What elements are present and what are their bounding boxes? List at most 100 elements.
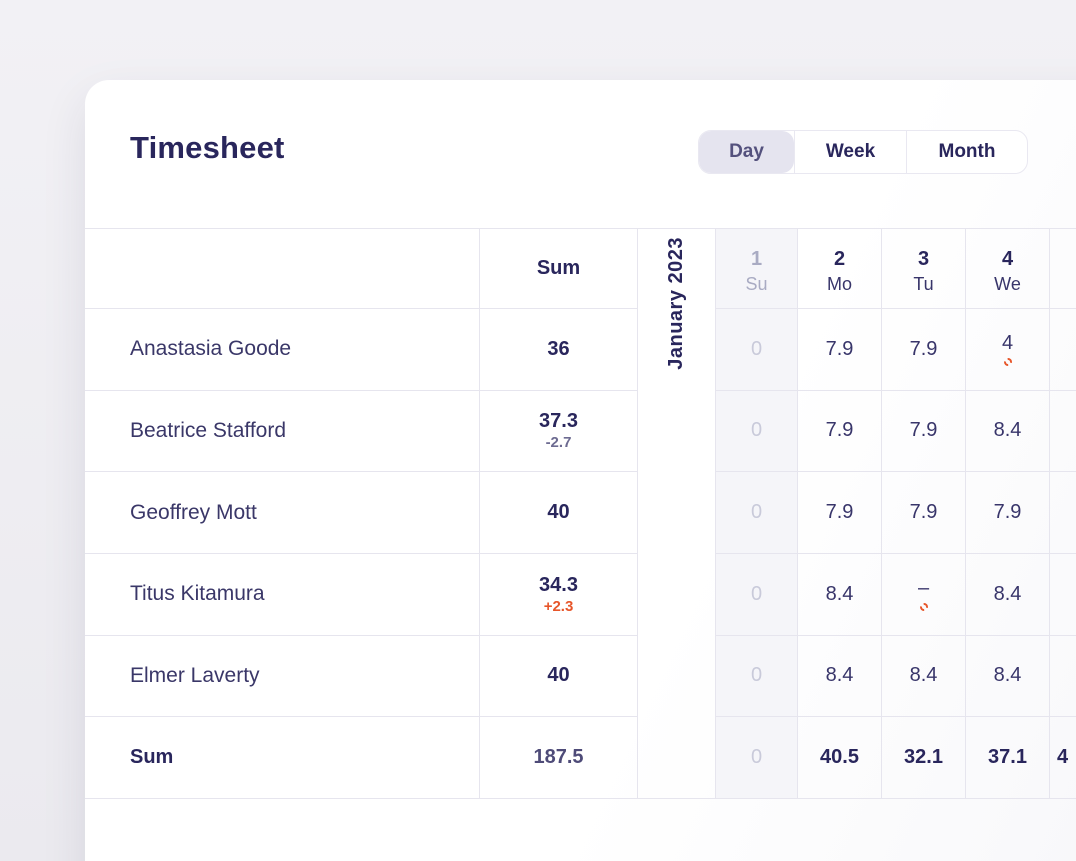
month-label: January 2023 <box>665 237 687 370</box>
day-value-cell[interactable]: 7.9 <box>882 389 966 472</box>
day-value: 8.4 <box>825 582 854 605</box>
employee-name: Anastasia Goode <box>130 337 292 361</box>
day-value-cell[interactable]: 4 <box>966 308 1050 390</box>
day-value-cell[interactable]: 8.4 <box>966 634 1050 717</box>
day-value-cell[interactable]: – <box>882 552 966 635</box>
timesheet-card: Timesheet Day Week Month Sum January 2023… <box>85 80 1076 861</box>
employee-sum-value: 34.3 <box>539 573 578 596</box>
sum-delta-value: +2.3 <box>543 597 574 615</box>
sum-row-day-value: 37.1 <box>988 746 1027 769</box>
month-label-cell: January 2023 <box>638 229 716 798</box>
day-value-cell[interactable] <box>1050 471 1076 553</box>
view-toggle: Day Week Month <box>698 130 1028 174</box>
sum-delta-value: -2.7 <box>545 434 572 452</box>
day-value-cell[interactable]: 7.9 <box>966 471 1050 553</box>
day-weekday: Mo <box>826 274 852 295</box>
day-header-3: 3 Tu <box>882 229 966 308</box>
day-value: 8.4 <box>825 664 854 687</box>
day-value-cell[interactable] <box>1050 389 1076 472</box>
day-value-cell[interactable]: 8.4 <box>966 552 1050 635</box>
day-value-cell[interactable]: 0 <box>716 552 798 635</box>
employee-name: Titus Kitamura <box>130 582 265 606</box>
day-value: 0 <box>750 582 763 605</box>
employee-sum-value: 40 <box>547 664 570 687</box>
day-value: 4 <box>1001 332 1014 355</box>
day-weekday: Tu <box>913 274 934 295</box>
employee-sum-cell: 34.3 +2.3 <box>480 552 638 635</box>
day-header-1: 1 Su <box>716 229 798 308</box>
day-value-cell[interactable]: 0 <box>716 389 798 472</box>
day-number: 1 <box>750 248 763 271</box>
sum-row-day-cell: 37.1 <box>966 716 1050 798</box>
employee-name: Geoffrey Mott <box>130 500 257 524</box>
employee-sum-cell: 40 <box>480 471 638 553</box>
day-value-cell[interactable] <box>1050 634 1076 717</box>
day-value: 8.4 <box>993 419 1022 442</box>
day-value-cell[interactable]: 7.9 <box>798 471 882 553</box>
day-value: 7.9 <box>825 501 854 524</box>
day-number: 4 <box>1001 248 1014 271</box>
employee-sum-cell: 40 <box>480 634 638 717</box>
timesheet-table: Sum January 2023 1 Su 2 Mo 3 Tu 4 We Anastasia Goo… <box>85 228 1076 799</box>
card-header: Timesheet Day Week Month <box>85 80 1076 228</box>
day-number: 3 <box>917 248 930 271</box>
day-value-cell[interactable]: 7.9 <box>882 308 966 390</box>
sum-row-day-cell: 32.1 <box>882 716 966 798</box>
view-toggle-week[interactable]: Week <box>794 131 906 173</box>
sum-row-day-cell: 4 <box>1050 716 1076 798</box>
view-toggle-day[interactable]: Day <box>699 131 794 173</box>
page-title: Timesheet <box>130 130 285 165</box>
day-value-cell[interactable]: 7.9 <box>882 471 966 553</box>
sum-row-label: Sum <box>130 746 174 769</box>
sum-row-label-cell: Sum <box>85 716 480 798</box>
corner-cell <box>85 229 480 308</box>
sum-row-day-value: 40.5 <box>820 746 859 769</box>
day-weekday: Su <box>745 274 768 295</box>
day-value: 0 <box>750 337 763 360</box>
day-value-cell[interactable]: 8.4 <box>798 552 882 635</box>
day-value-cell[interactable]: 0 <box>716 308 798 390</box>
day-value: 7.9 <box>909 419 938 442</box>
day-value-cell[interactable]: 8.4 <box>882 634 966 717</box>
day-value: 8.4 <box>909 664 938 687</box>
employee-name-cell: Anastasia Goode <box>85 308 480 390</box>
employee-sum-value: 36 <box>547 337 570 360</box>
day-value: 7.9 <box>909 501 938 524</box>
employee-sum-cell: 37.3 -2.7 <box>480 389 638 472</box>
day-value-cell[interactable]: 8.4 <box>966 389 1050 472</box>
day-value: 0 <box>750 419 763 442</box>
sum-row-day-cell: 40.5 <box>798 716 882 798</box>
employee-sum-cell: 36 <box>480 308 638 390</box>
sum-row-total: 187.5 <box>533 746 584 769</box>
employee-name-cell: Titus Kitamura <box>85 552 480 635</box>
day-value: – <box>917 577 930 600</box>
day-value-cell[interactable]: 7.9 <box>798 308 882 390</box>
day-value: 0 <box>750 501 763 524</box>
employee-sum-value: 40 <box>547 501 570 524</box>
day-header-clipped <box>1050 229 1076 308</box>
day-value: 8.4 <box>993 664 1022 687</box>
employee-name-cell: Elmer Laverty <box>85 634 480 717</box>
day-value-cell[interactable]: 8.4 <box>798 634 882 717</box>
day-value: 8.4 <box>993 582 1022 605</box>
sum-row-total-cell: 187.5 <box>480 716 638 798</box>
day-value-cell[interactable] <box>1050 552 1076 635</box>
employee-name: Beatrice Stafford <box>130 418 287 442</box>
employee-name-cell: Beatrice Stafford <box>85 389 480 472</box>
day-value: 7.9 <box>993 501 1022 524</box>
day-value: 7.9 <box>825 337 854 360</box>
sum-row-day-value: 0 <box>750 746 763 769</box>
view-toggle-month[interactable]: Month <box>906 131 1027 173</box>
day-value: 7.9 <box>825 419 854 442</box>
day-header-4: 4 We <box>966 229 1050 308</box>
day-value-cell[interactable]: 0 <box>716 634 798 717</box>
day-value-cell[interactable] <box>1050 308 1076 390</box>
sum-header-label: Sum <box>536 257 581 279</box>
day-value: 7.9 <box>909 337 938 360</box>
day-value-cell[interactable]: 0 <box>716 471 798 553</box>
sum-row-day-value: 32.1 <box>904 746 943 769</box>
day-number: 2 <box>833 248 846 271</box>
day-value-cell[interactable]: 7.9 <box>798 389 882 472</box>
day-weekday: We <box>994 274 1021 295</box>
sum-column-header: Sum <box>480 229 638 308</box>
